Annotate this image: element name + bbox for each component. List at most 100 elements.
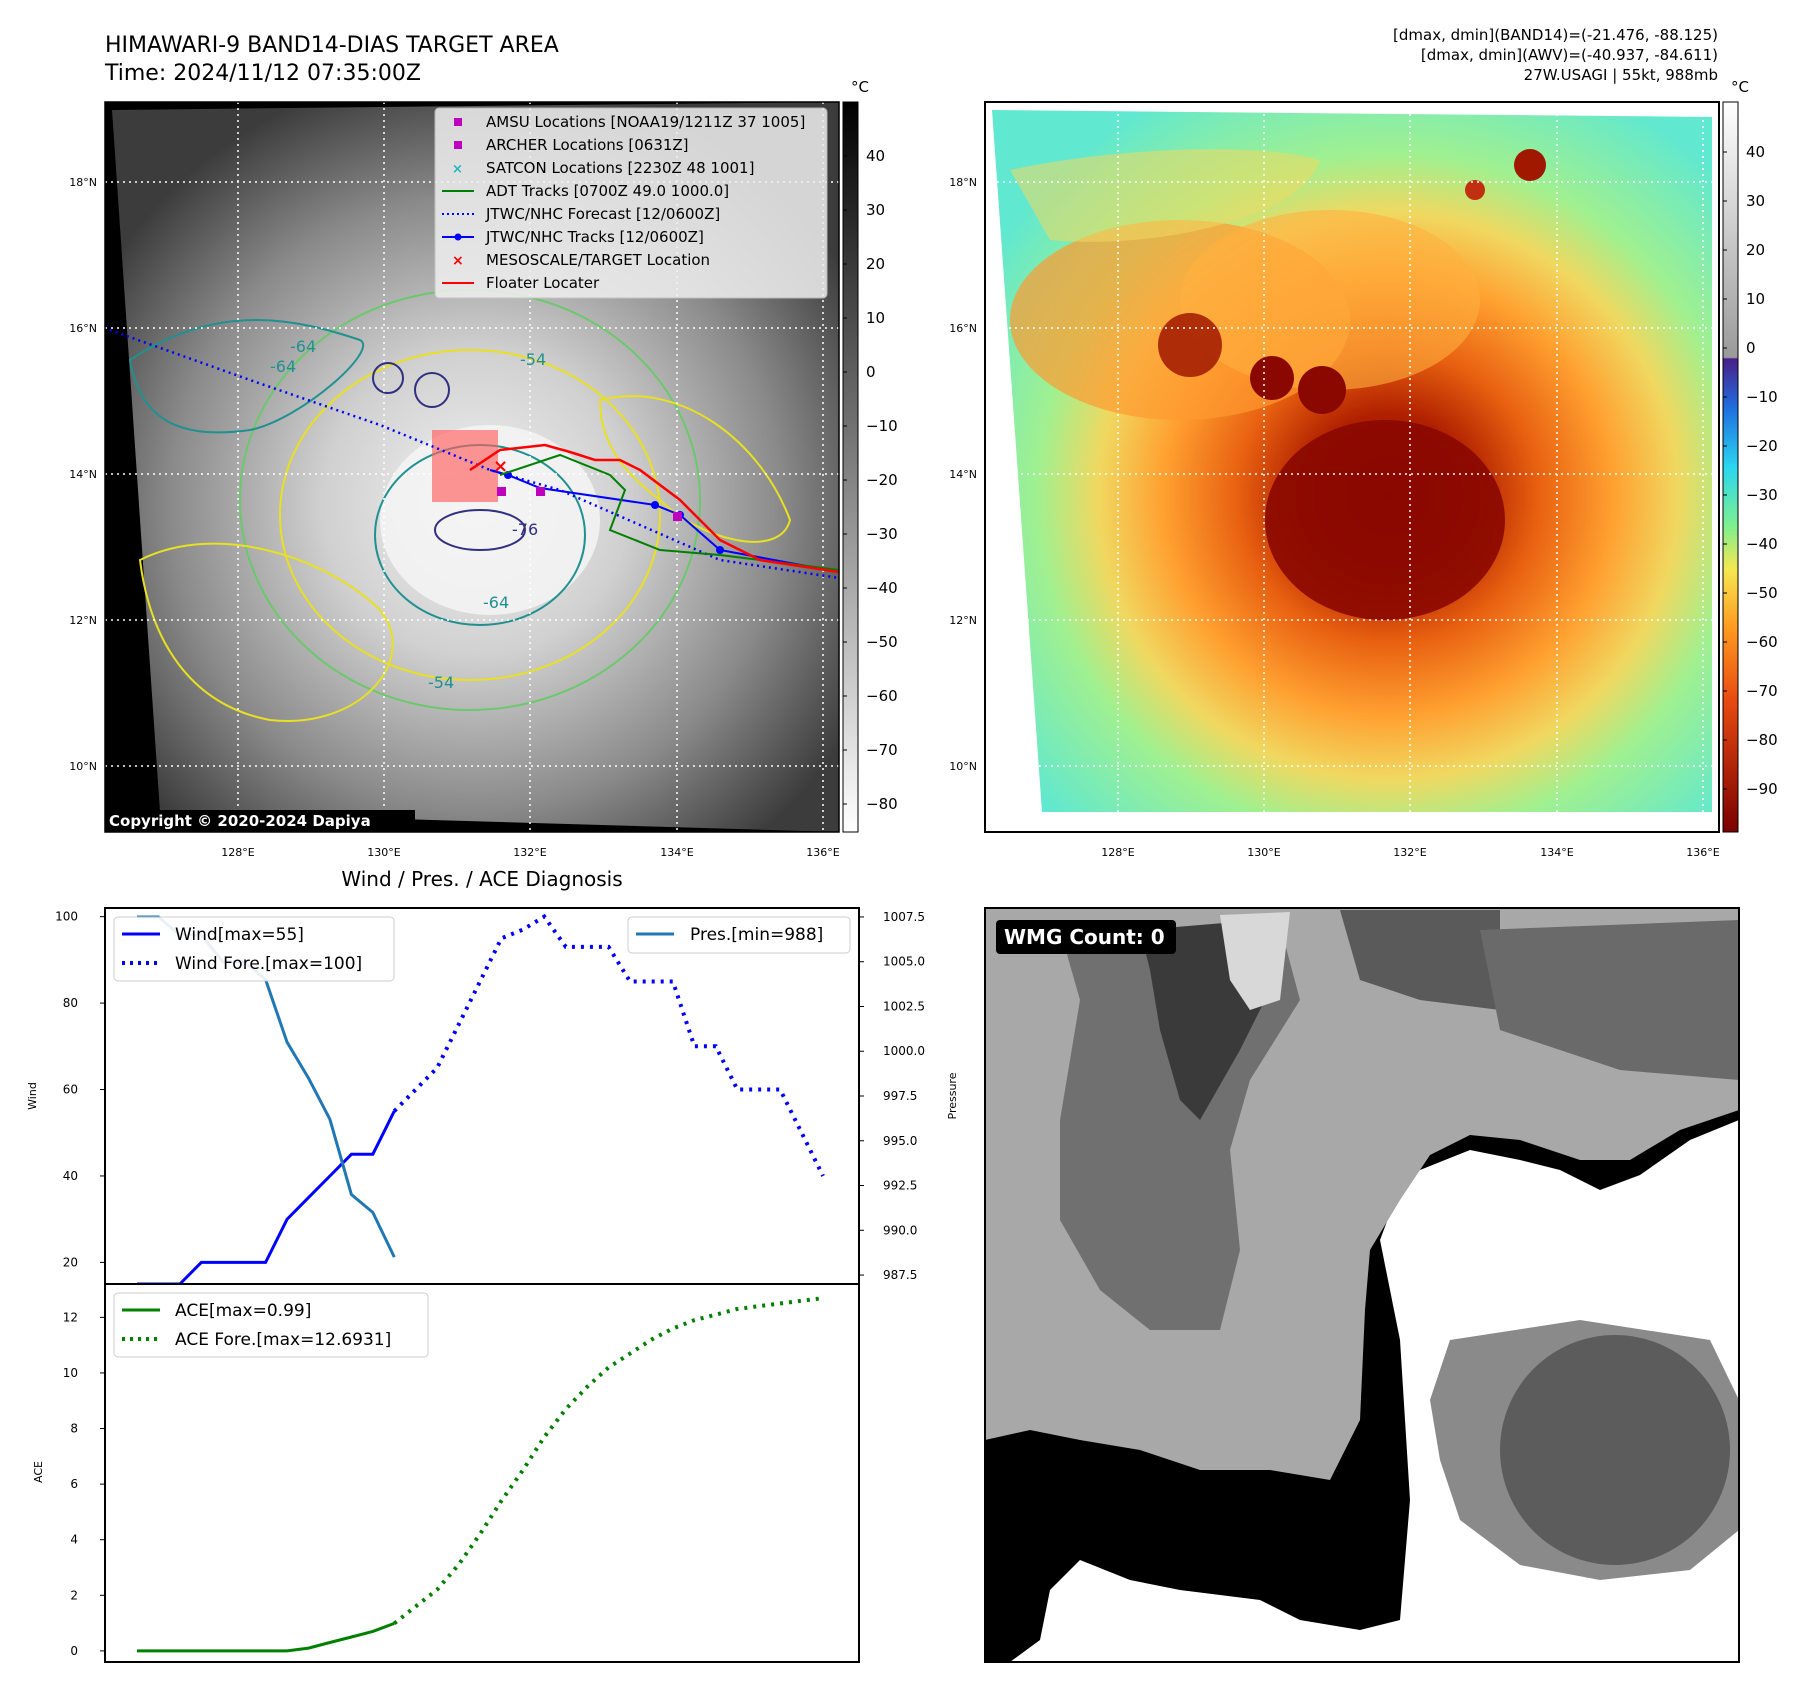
colorbar-tick-label: 40 (866, 147, 885, 165)
legend-label: Floater Locater (486, 274, 600, 292)
target-area-box (432, 430, 498, 502)
y-tick-label: 4 (70, 1533, 78, 1547)
lat-label: 14°N (949, 468, 977, 481)
colorbar-unit: °C (851, 78, 869, 96)
legend-label: ARCHER Locations [0631Z] (486, 136, 689, 154)
colorbar-tick-label: −90 (1746, 780, 1778, 798)
legend-label: Wind[max=55] (175, 925, 304, 945)
series-line-1 (392, 913, 825, 1177)
legend-label: SATCON Locations [2230Z 48 1001] (486, 159, 754, 177)
colorbar-tick-label: 0 (1746, 339, 1756, 357)
timestamp: Time: 2024/11/12 07:35:00Z (104, 61, 421, 86)
legend-label: ACE[max=0.99] (175, 1301, 311, 1321)
lon-label: 130°E (1247, 846, 1280, 859)
lat-label: 12°N (949, 614, 977, 627)
y2-tick-label: 987.5 (883, 1268, 917, 1282)
y2-tick-label: 997.5 (883, 1089, 917, 1103)
wind-axes: 100 80 60 40 20 1007.5 1005.0 1002.5 1000.0 997.5… (55, 910, 925, 1282)
colorbar-tick-label: −30 (1746, 486, 1778, 504)
colorbar-unit: °C (1731, 78, 1749, 96)
wind-ylabel: Wind (26, 1082, 39, 1110)
contour-label: -64 (290, 337, 316, 356)
lat-label: 14°N (69, 468, 97, 481)
svg-text:×: × (493, 456, 508, 477)
y2-tick-label: 990.0 (883, 1223, 917, 1237)
lat-label: 18°N (949, 176, 977, 189)
info-line-1: [dmax, dmin](BAND14)=(-21.476, -88.125) (1393, 26, 1718, 44)
lon-label: 136°E (806, 846, 839, 859)
colorbar-tick-label: −20 (866, 471, 898, 489)
colorbar-tick-label: −80 (866, 795, 898, 813)
colorbar-tick-label: −60 (1746, 633, 1778, 651)
legend-label: ADT Tracks [0700Z 49.0 1000.0] (486, 182, 729, 200)
floater-locator (469, 443, 839, 574)
legend-label: ACE Fore.[max=12.6931] (175, 1330, 391, 1350)
lat-label: 16°N (69, 322, 97, 335)
lat-label: 10°N (69, 760, 97, 773)
y2-tick-label: 1000.0 (883, 1044, 925, 1058)
lat-label: 18°N (69, 176, 97, 189)
colorbar-tick-label: 0 (866, 363, 876, 381)
legend-label: AMSU Locations [NOAA19/1211Z 37 1005] (486, 113, 805, 131)
chart-title: Wind / Pres. / ACE Diagnosis (341, 867, 622, 891)
lat-label: 12°N (69, 614, 97, 627)
colorbar-tick-label: 20 (1746, 241, 1765, 259)
colorbar-tick-label: −50 (1746, 584, 1778, 602)
svg-text:×: × (452, 162, 463, 177)
colorbar-tick-label: 10 (866, 309, 885, 327)
colorbar-gray-ticks: 40 30 20 10 0 −10 −20 −30 −40 −50 −60 −70 −80 (843, 147, 898, 813)
y2-tick-label: 1002.5 (883, 999, 925, 1013)
map-legend: AMSU Locations [NOAA19/1211Z 37 1005] AR… (434, 107, 828, 299)
colorbar-gray: °C (842, 78, 869, 833)
ace-axes: 12 10 8 6 4 2 0 (63, 1310, 105, 1658)
legend-label: Pres.[min=988] (690, 925, 823, 945)
lon-label: 128°E (221, 846, 254, 859)
colorbar-tick-label: 20 (866, 255, 885, 273)
ace-series-line-0 (137, 1621, 395, 1653)
colorbar-tick-label: 30 (866, 201, 885, 219)
y2-tick-label: 992.5 (883, 1179, 917, 1193)
series-line-0 (137, 1110, 396, 1284)
colorbar-tick-label: −10 (866, 417, 898, 435)
legend-label: MESOSCALE/TARGET Location (486, 251, 710, 269)
y-tick-label: 12 (63, 1310, 78, 1324)
contour-label: -54 (428, 673, 454, 692)
info-line-2: [dmax, dmin](AWV)=(-40.937, -84.611) (1421, 46, 1718, 64)
lon-label: 130°E (367, 846, 400, 859)
contour-label: -64 (483, 593, 509, 612)
lon-label: 132°E (1393, 846, 1426, 859)
colorbar-tick-label: −80 (1746, 731, 1778, 749)
y-tick-label: 100 (55, 910, 78, 924)
map-left-lon-labels: 128°E 130°E 132°E 134°E 136°E (221, 846, 839, 859)
y-tick-label: 2 (70, 1588, 78, 1602)
info-line-3: 27W.USAGI | 55kt, 988mb (1524, 66, 1718, 84)
colorbar-tick-label: 30 (1746, 192, 1765, 210)
colorbar-color-ticks: 40 30 20 10 0 −10 −20 −30 −40 −50 −60 −70 −80 −90 (1723, 143, 1778, 798)
y-tick-label: 20 (63, 1255, 78, 1269)
y2-tick-label: 995.0 (883, 1134, 917, 1148)
contour-label: -64 (270, 357, 296, 376)
colorbar-tick-label: −20 (1746, 437, 1778, 455)
y-tick-label: 10 (63, 1366, 78, 1380)
legend-label: JTWC/NHC Forecast [12/0600Z] (485, 205, 720, 223)
svg-text:×: × (452, 253, 464, 269)
lon-label: 128°E (1101, 846, 1134, 859)
colorbar-color: °C (1722, 78, 1749, 833)
lat-label: 10°N (949, 760, 977, 773)
y-tick-label: 8 (70, 1422, 78, 1436)
lon-label: 132°E (513, 846, 546, 859)
legend-label: JTWC/NHC Tracks [12/0600Z] (485, 228, 704, 246)
lon-label: 136°E (1686, 846, 1719, 859)
lon-label: 134°E (660, 846, 693, 859)
map-left-lat-labels: 18°N 16°N 14°N 12°N 10°N (69, 176, 97, 773)
colorbar-tick-label: −70 (1746, 682, 1778, 700)
contour-label: -54 (520, 350, 546, 369)
y-tick-label: 6 (70, 1477, 78, 1491)
colorbar-tick-label: −40 (1746, 535, 1778, 553)
ace-ylabel: ACE (32, 1461, 45, 1483)
y-tick-label: 0 (70, 1644, 78, 1658)
contour-label: -76 (512, 520, 538, 539)
colorbar-tick-label: −10 (1746, 388, 1778, 406)
wmg-panel: WMG Count: 0 (984, 907, 1740, 1663)
y2-tick-label: 1007.5 (883, 910, 925, 924)
